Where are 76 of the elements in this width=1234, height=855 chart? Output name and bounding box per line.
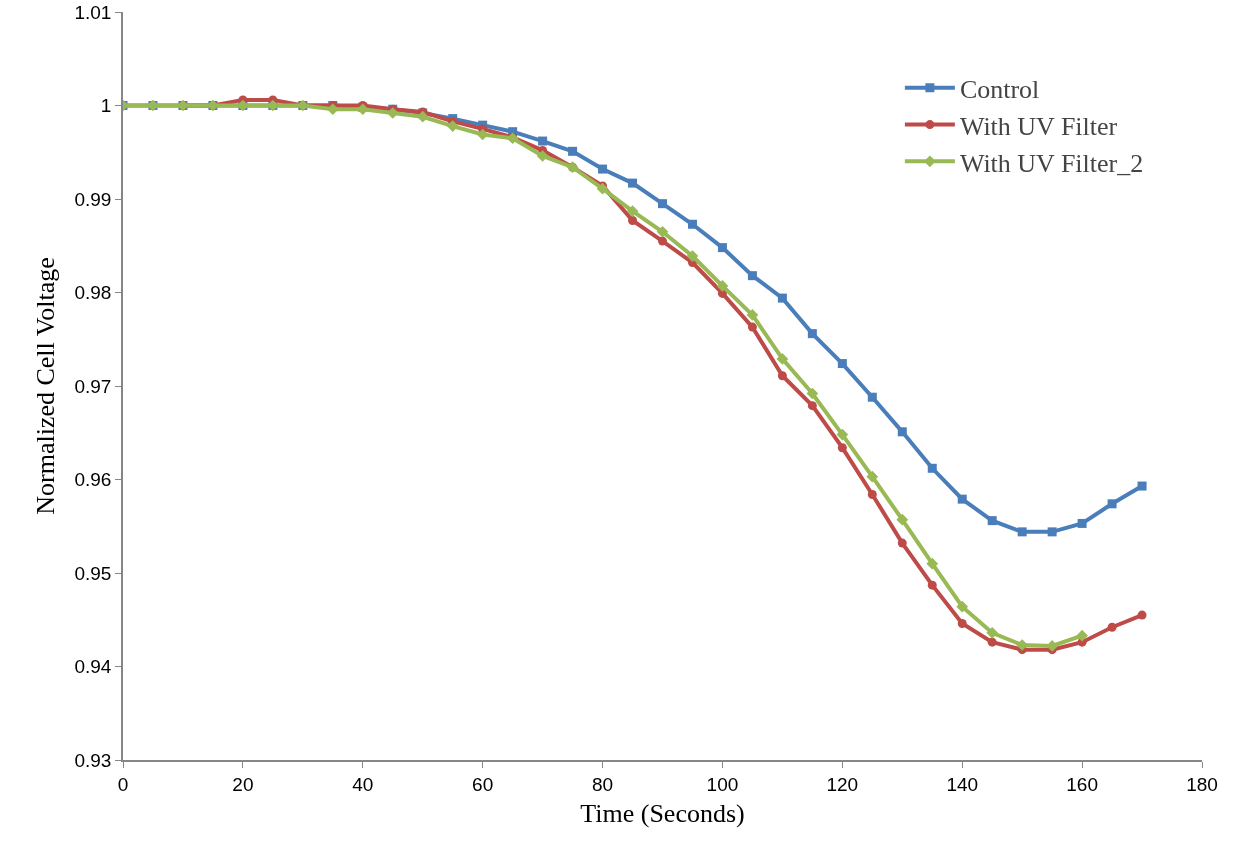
point (658, 236, 667, 246)
point (1107, 499, 1117, 509)
point (837, 359, 847, 369)
point (746, 309, 759, 321)
point (1017, 527, 1027, 537)
y-tick-label: 1 (100, 95, 112, 117)
point (957, 494, 967, 504)
point (777, 371, 787, 381)
point (837, 443, 847, 453)
point (717, 243, 727, 253)
point (747, 271, 757, 281)
y-tick-label: 0.93 (74, 749, 112, 771)
point (656, 225, 669, 238)
point (686, 250, 699, 262)
point (1137, 610, 1147, 620)
x-tick-label: 60 (472, 773, 494, 795)
point (807, 401, 817, 411)
point (927, 580, 937, 590)
x-tick-label: 80 (591, 773, 614, 795)
y-tick-label: 0.95 (74, 562, 112, 584)
x-tick-label: 40 (352, 773, 374, 795)
x-tick-label: 0 (117, 773, 129, 795)
point (446, 120, 459, 132)
point (777, 293, 787, 303)
point (1107, 622, 1117, 632)
x-tick-label: 180 (1186, 773, 1218, 795)
y-tick-label: 0.97 (74, 375, 112, 397)
point (568, 146, 578, 156)
x-tick-label: 120 (826, 773, 859, 795)
point (596, 182, 609, 195)
point (598, 164, 608, 174)
legend-label: With UV Filter (959, 111, 1118, 141)
point (987, 637, 997, 647)
point (1076, 629, 1088, 642)
y-tick-label: 0.94 (74, 656, 112, 678)
point (628, 216, 638, 225)
x-axis-title: Time (Seconds) (580, 798, 745, 828)
point (927, 463, 937, 473)
point (1047, 527, 1057, 537)
point (806, 387, 819, 400)
x-tick-label: 140 (946, 773, 979, 795)
point (476, 128, 489, 141)
point (716, 280, 729, 292)
point (658, 199, 667, 209)
y-tick-label: 0.98 (74, 282, 112, 304)
x-tick-label: 100 (706, 773, 739, 795)
y-tick-label: 0.99 (74, 188, 112, 210)
point (957, 618, 967, 628)
point (866, 470, 879, 483)
point (536, 150, 549, 162)
point (896, 513, 909, 526)
y-axis-title: Normalized Cell Voltage (31, 257, 61, 515)
point (747, 322, 757, 332)
point (926, 557, 939, 570)
y-tick-label: 1.01 (74, 1, 112, 23)
point (687, 219, 697, 229)
point (867, 392, 877, 402)
y-tick-label: 0.96 (74, 469, 112, 491)
point (776, 353, 789, 365)
point (1077, 518, 1087, 528)
point (626, 205, 639, 218)
x-tick-label: 20 (232, 773, 254, 795)
legend-label: Control (959, 74, 1040, 104)
point (986, 626, 999, 639)
point (1137, 481, 1147, 491)
point (987, 516, 997, 526)
point (807, 329, 817, 339)
point (956, 600, 969, 613)
legend-label: With UV Filter_2 (959, 148, 1144, 178)
point (897, 538, 907, 548)
point (836, 428, 849, 441)
point (628, 178, 638, 188)
x-tick-label: 160 (1066, 773, 1098, 795)
point (867, 489, 877, 499)
point (538, 136, 548, 146)
point (897, 427, 907, 437)
